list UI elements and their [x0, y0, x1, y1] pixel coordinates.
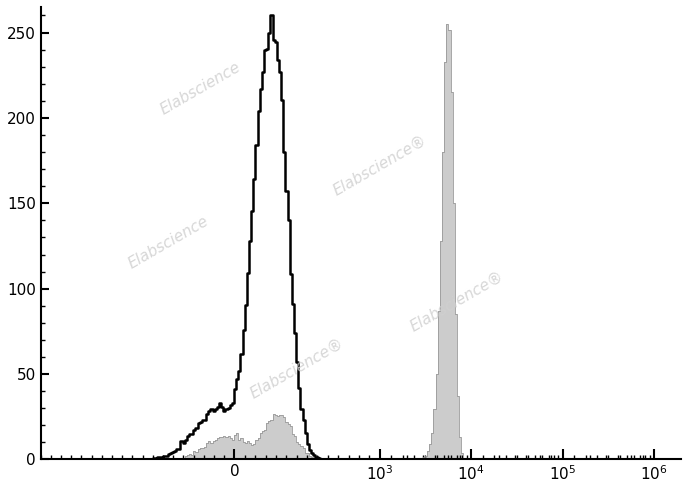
Text: Elabscience: Elabscience	[126, 213, 212, 271]
Text: Elabscience®: Elabscience®	[248, 336, 346, 402]
Polygon shape	[127, 24, 676, 460]
Text: Elabscience®: Elabscience®	[407, 268, 506, 334]
Text: Elabscience®: Elabscience®	[331, 132, 429, 198]
Text: Elabscience: Elabscience	[158, 59, 244, 118]
